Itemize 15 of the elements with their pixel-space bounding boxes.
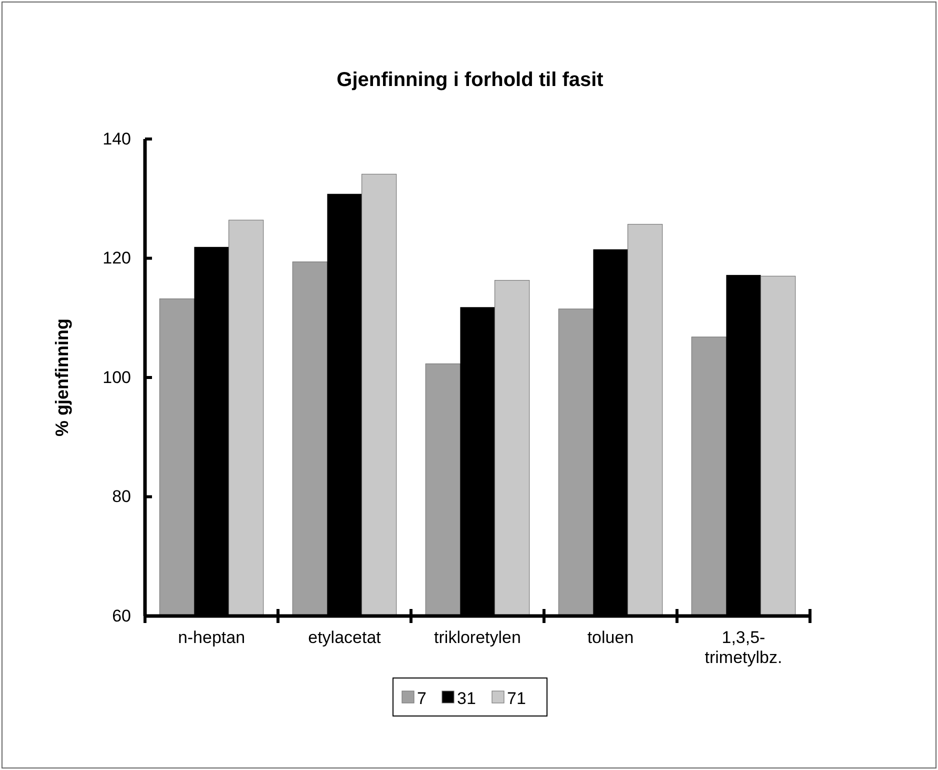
y-tick-label: 120 (102, 248, 131, 268)
y-tick-label: 60 (112, 606, 131, 626)
y-tick-label: 140 (102, 129, 131, 148)
legend-label: 31 (457, 689, 476, 708)
x-tick-label: toluen (587, 628, 634, 647)
y-axis-title: % gjenfinning (52, 318, 72, 436)
legend-label: 71 (507, 689, 526, 708)
x-tick-label: etylacetat (308, 628, 382, 647)
x-tick-label: trikloretylen (434, 628, 521, 647)
chart-title: Gjenfinning i forhold til fasit (336, 69, 604, 91)
x-tick-label: 1,3,5-trimetylbz. (704, 628, 782, 667)
x-tick-label: n-heptan (178, 628, 246, 647)
legend-label: 7 (417, 689, 426, 708)
y-tick-label: 80 (112, 487, 131, 506)
y-tick-label: 100 (102, 368, 131, 387)
